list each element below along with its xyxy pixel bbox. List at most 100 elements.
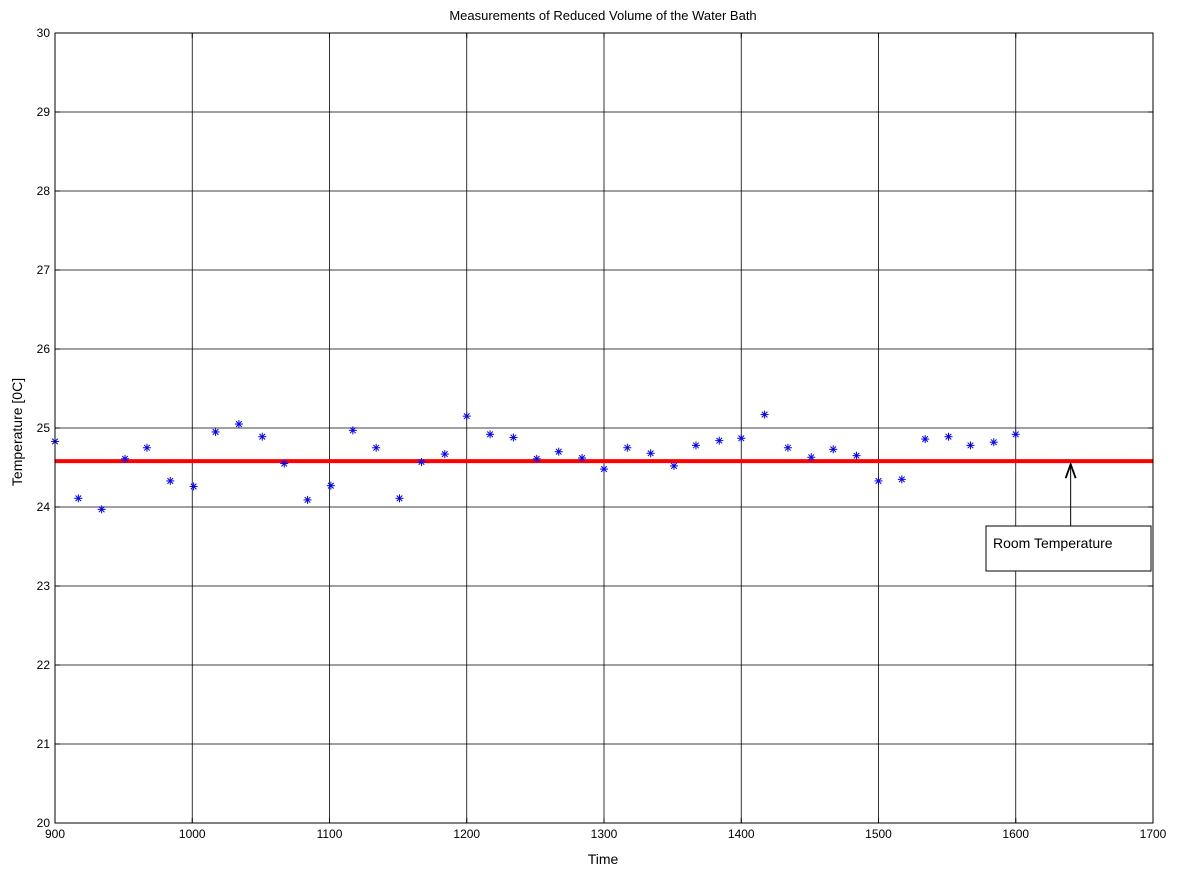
data-point [280, 459, 289, 468]
data-point-stroke [281, 460, 288, 467]
axis-ticks: 900 1000 1100 1200 1300 1400 1500 1600 1700 20 21 2… [37, 26, 1167, 841]
x-tick-label: 1600 [1002, 827, 1029, 841]
data-point [142, 443, 151, 452]
data-point [760, 410, 769, 419]
data-point-stroke [875, 477, 882, 485]
data-point [211, 427, 220, 436]
data-point-stroke [692, 442, 700, 449]
data-points [51, 410, 1020, 514]
data-point-stroke [304, 496, 311, 504]
data-point [944, 432, 953, 441]
data-point-stroke [784, 444, 792, 451]
x-tick-label: 1500 [865, 827, 892, 841]
data-point [966, 441, 975, 450]
x-tick-label: 1100 [317, 827, 343, 841]
data-point [234, 420, 243, 429]
y-tick-label: 22 [37, 658, 51, 672]
data-point-stroke [945, 433, 952, 440]
data-point [395, 494, 404, 503]
data-point [921, 435, 930, 444]
data-point [303, 495, 312, 504]
data-point-stroke [624, 444, 631, 451]
data-point-stroke [808, 454, 815, 461]
x-tick-label: 900 [45, 827, 65, 841]
data-point [715, 436, 724, 445]
data-point-stroke [418, 458, 425, 466]
y-tick-label: 20 [37, 816, 51, 830]
y-tick-label: 29 [37, 105, 51, 119]
data-point-stroke [967, 442, 974, 449]
data-point-stroke [555, 448, 562, 455]
data-point [669, 461, 678, 470]
data-point-stroke [486, 431, 494, 438]
data-point [989, 438, 998, 447]
data-point [852, 451, 861, 460]
data-point [532, 454, 541, 463]
data-point [189, 482, 198, 491]
data-point-stroke [647, 450, 654, 457]
data-point [829, 445, 838, 454]
data-point-stroke [1012, 431, 1019, 438]
data-point-stroke [121, 455, 129, 462]
data-point-stroke [716, 437, 723, 444]
data-point-stroke [510, 434, 517, 441]
data-point-stroke [212, 428, 219, 436]
data-point [600, 465, 608, 474]
data-point-stroke [853, 452, 860, 459]
data-point [578, 454, 587, 463]
data-point [897, 475, 906, 484]
y-tick-label: 30 [37, 26, 51, 40]
data-point-stroke [600, 465, 608, 473]
data-point [97, 505, 106, 514]
data-point-stroke [670, 462, 678, 470]
x-axis-label: Time [588, 851, 619, 867]
data-point-stroke [396, 495, 403, 502]
y-tick-label: 27 [37, 263, 51, 277]
data-point-stroke [98, 506, 105, 513]
data-point-stroke [898, 476, 905, 483]
y-tick-label: 24 [37, 500, 51, 514]
data-point [348, 426, 357, 435]
data-point-stroke [990, 439, 997, 446]
data-point-stroke [761, 411, 768, 418]
data-point-stroke [922, 435, 929, 443]
data-point-stroke [441, 450, 448, 458]
data-point [1011, 430, 1020, 439]
annotation: Room Temperature [985, 461, 1152, 572]
y-axis-label: Temperature [0C] [9, 378, 25, 486]
data-point [691, 441, 700, 450]
data-point [462, 412, 471, 421]
data-point-stroke [830, 446, 837, 453]
data-point-stroke [190, 483, 197, 490]
data-point-stroke [143, 444, 151, 451]
data-point-stroke [75, 495, 82, 502]
y-tick-label: 26 [37, 342, 51, 356]
data-point-stroke [533, 455, 540, 462]
data-point [417, 457, 426, 466]
data-point [737, 434, 746, 443]
data-point [783, 443, 792, 452]
data-point-stroke [349, 427, 356, 434]
data-point [807, 453, 816, 462]
data-point-stroke [235, 420, 243, 428]
data-point-stroke [167, 477, 174, 485]
x-tick-label: 1200 [453, 827, 480, 841]
data-point [554, 447, 563, 456]
annotation-text: Room Temperature [993, 535, 1113, 551]
data-point [509, 433, 518, 442]
annotation-arrowhead [1064, 461, 1077, 479]
data-point [874, 476, 883, 485]
x-tick-label: 1400 [728, 827, 755, 841]
x-tick-label: 1700 [1140, 827, 1167, 841]
data-point [372, 443, 381, 452]
data-point-stroke [327, 482, 335, 489]
x-tick-label: 1000 [179, 827, 206, 841]
data-point-stroke [373, 444, 380, 451]
y-tick-label: 25 [37, 421, 51, 435]
plot-frame [54, 32, 1154, 824]
data-point-stroke [578, 454, 586, 462]
data-point-stroke [738, 435, 745, 442]
grid [55, 33, 1153, 823]
y-tick-label: 28 [37, 184, 51, 198]
